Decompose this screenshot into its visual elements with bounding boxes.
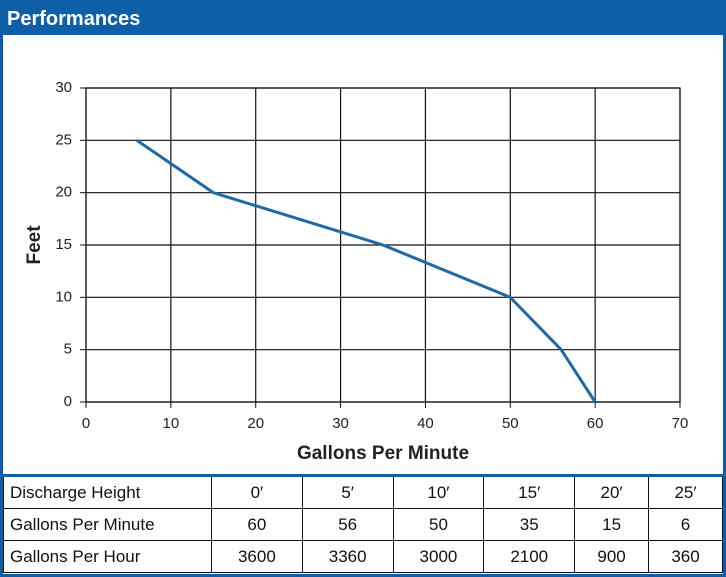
table-cell: 900: [574, 540, 650, 573]
x-tick-label: 10: [163, 415, 180, 432]
table-cell: 360: [648, 540, 723, 573]
table-cell: 10′: [392, 474, 485, 509]
table-cell: 56: [301, 508, 394, 541]
table-cell: 15′: [483, 474, 576, 509]
x-tick-label: 60: [587, 415, 604, 432]
table-cell: 3600: [211, 540, 303, 573]
x-tick-label: 40: [417, 415, 434, 432]
table-row: Gallons Per Minute 60 56 50 35 15 6: [3, 508, 723, 541]
table-cell: 20′: [574, 474, 650, 509]
y-tick-label: 15: [55, 236, 72, 253]
table-cell: 60: [211, 508, 303, 541]
table-cell: 5′: [301, 474, 394, 509]
table-cell: 3000: [392, 540, 485, 573]
table-cell: 3360: [301, 540, 394, 573]
table-cell: 2100: [483, 540, 576, 573]
y-tick-label: 30: [55, 79, 72, 96]
data-line: [136, 139, 597, 403]
table-cell: 35: [483, 508, 576, 541]
y-tick-label: 25: [55, 131, 72, 148]
y-axis-label: Feet: [24, 225, 45, 265]
table-row: Gallons Per Hour 3600 3360 3000 2100 900 360: [3, 540, 723, 573]
x-tick-label: 70: [672, 415, 689, 432]
y-tick-label: 10: [55, 288, 72, 305]
x-tick-label: 0: [82, 415, 90, 432]
table-row: Discharge Height 0′ 5′ 10′ 15′ 20′ 25′: [3, 474, 723, 509]
x-tick-label: 50: [502, 415, 519, 432]
panel-title: Performances: [3, 3, 723, 35]
table-cell: Gallons Per Hour: [3, 540, 212, 573]
table-cell: 50: [392, 508, 485, 541]
data-table: Discharge Height 0′ 5′ 10′ 15′ 20′ 25′ Gallons …: [3, 474, 723, 573]
table-cell: 0′: [211, 474, 303, 509]
y-tick-label: 5: [64, 341, 72, 358]
table-cell: Discharge Height: [3, 474, 212, 509]
y-tick-label: 20: [55, 184, 72, 201]
table-cell: 25′: [648, 474, 723, 509]
table-cell: Gallons Per Minute: [3, 508, 212, 541]
table-cell: 6: [648, 508, 723, 541]
table-cell: 15: [574, 508, 650, 541]
x-tick-label: 20: [247, 415, 264, 432]
x-tick-label: 30: [332, 415, 349, 432]
y-tick-label: 0: [64, 393, 72, 410]
chart: 0 5 10 15 20 25 30 0 10 20 30 40 50 60 70 Gallons Per M…: [24, 79, 689, 464]
x-axis-label: Gallons Per Minute: [297, 443, 469, 464]
